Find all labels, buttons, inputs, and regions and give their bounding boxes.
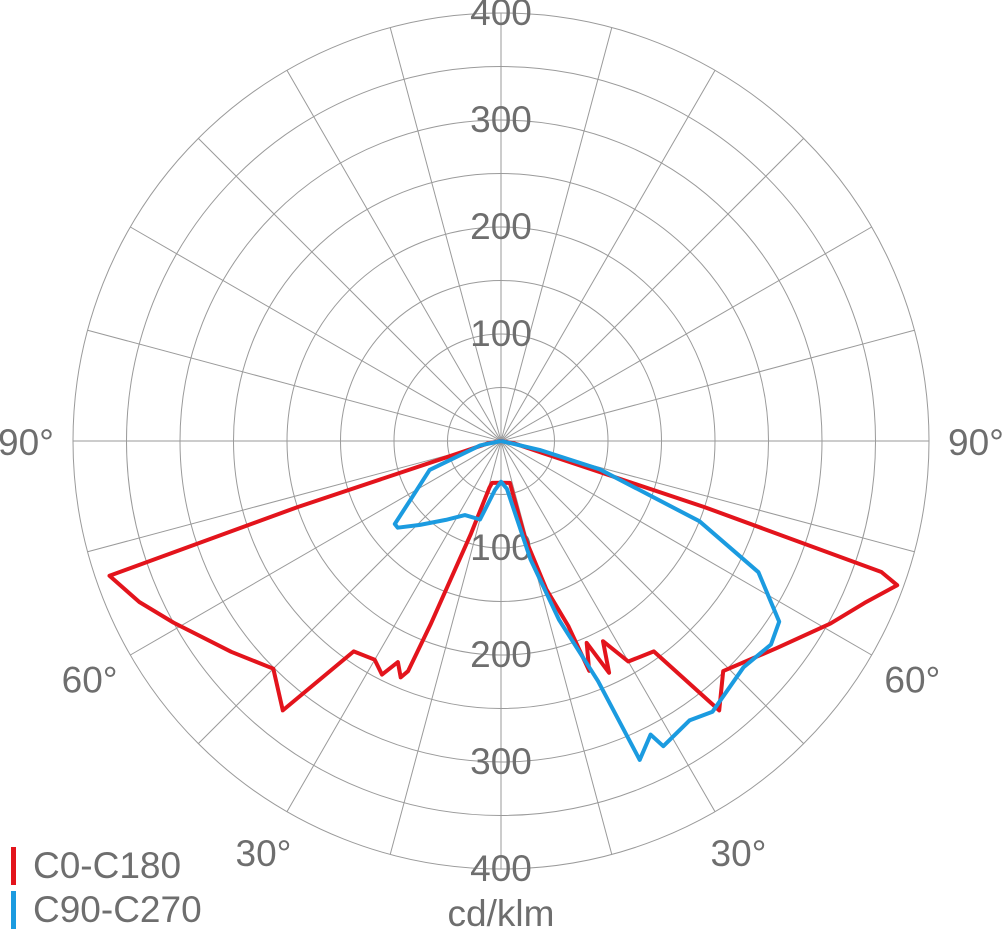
theta-tick-label: 30° — [236, 833, 292, 874]
r-tick-label: 300 — [470, 741, 532, 782]
legend-label: C90-C270 — [33, 889, 202, 930]
r-tick-label: 300 — [470, 99, 532, 140]
r-tick-label: 200 — [470, 634, 532, 675]
theta-tick-label: 90° — [948, 422, 1003, 463]
series-line — [107, 439, 900, 713]
theta-tick-label: 60° — [884, 659, 940, 700]
r-tick-label: 400 — [470, 0, 532, 33]
r-tick-label: 400 — [470, 848, 532, 889]
legend-swatch — [11, 847, 16, 885]
r-tick-label: 200 — [470, 206, 532, 247]
theta-tick-label: 60° — [62, 659, 118, 700]
r-tick-label: 100 — [470, 313, 532, 354]
theta-tick-label: 90° — [0, 422, 54, 463]
unit-label: cd/klm — [448, 893, 555, 933]
theta-tick-label: 30° — [711, 833, 767, 874]
legend-label: C0-C180 — [33, 845, 181, 886]
legend-swatch — [11, 891, 16, 929]
series-line — [392, 439, 782, 762]
